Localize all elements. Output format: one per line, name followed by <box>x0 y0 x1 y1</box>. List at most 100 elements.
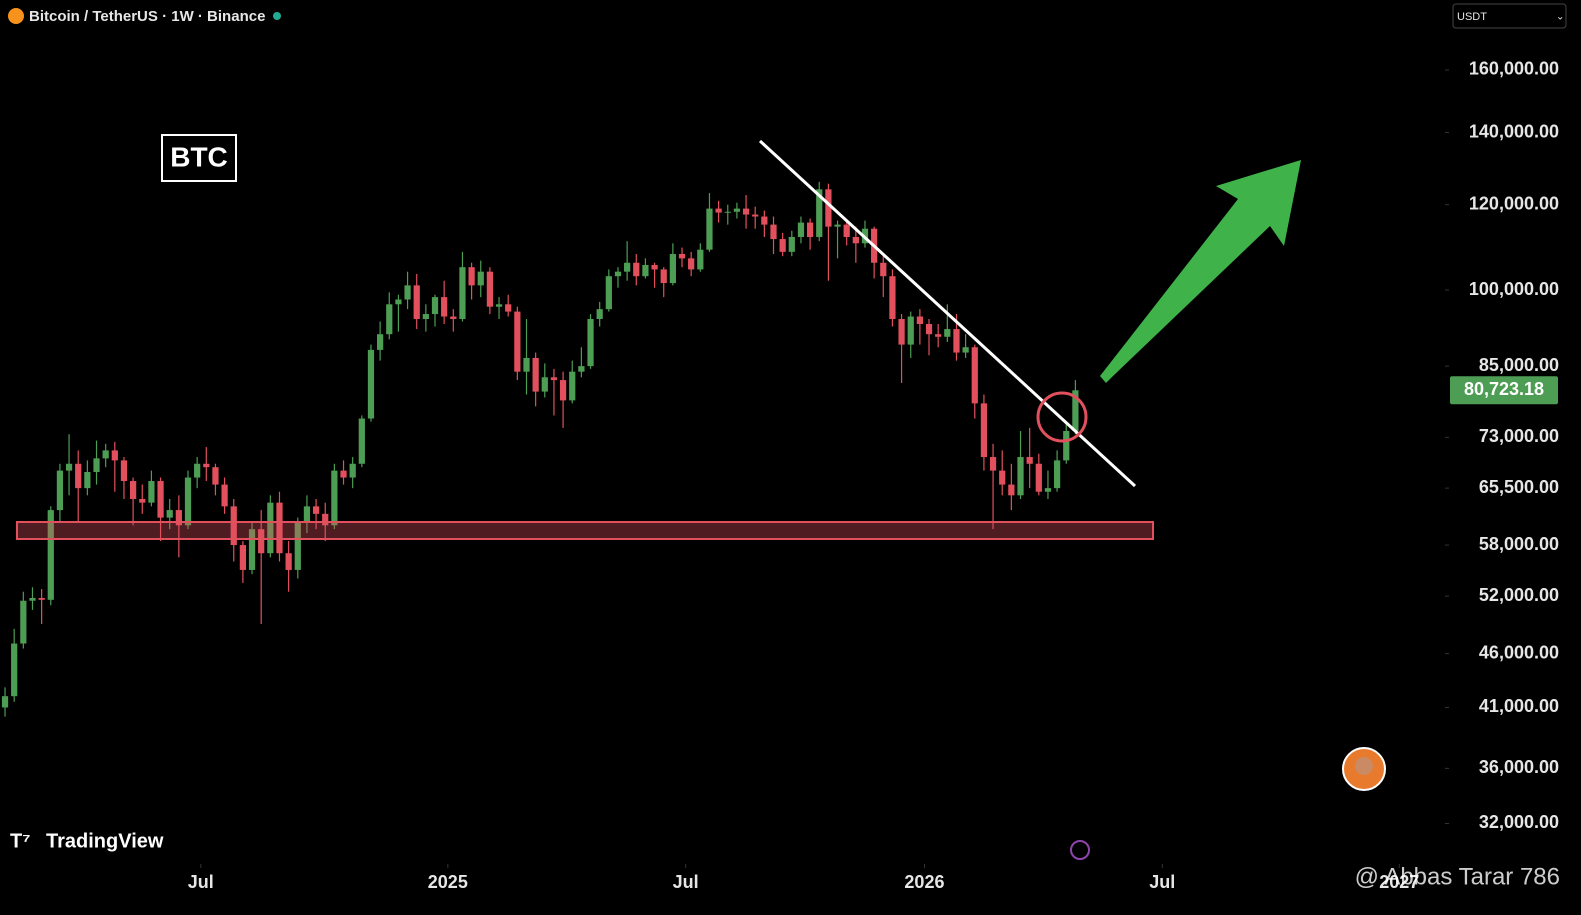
candle-body <box>486 271 494 307</box>
candle-body <box>624 262 631 272</box>
candle-body <box>431 297 439 315</box>
candle-body <box>980 403 988 458</box>
candle-body <box>678 254 686 259</box>
y-tick-label: 36,000.00 <box>1479 757 1559 777</box>
candle-body <box>386 304 393 335</box>
candle-body <box>11 643 18 697</box>
candle-body <box>358 418 365 464</box>
candle-body <box>175 510 182 526</box>
last-price-label: 80,723.18 <box>1464 379 1544 399</box>
x-tick-label: Jul <box>1149 872 1175 892</box>
candle-body <box>962 347 969 353</box>
y-tick-label: 160,000.00 <box>1469 59 1559 79</box>
candle-body <box>93 458 100 472</box>
x-tick-label: 2027 <box>1379 872 1419 892</box>
candle-body <box>258 529 265 554</box>
y-tick-label: 65,500.00 <box>1479 477 1559 497</box>
y-tick-label: 52,000.00 <box>1479 585 1559 605</box>
candle-body <box>276 502 283 554</box>
currency-text: USDT <box>1457 11 1487 23</box>
candle-body <box>56 470 64 511</box>
dropdown-caret: ⌄ <box>1556 12 1564 23</box>
candle-body <box>806 222 814 237</box>
candle-body <box>495 304 503 307</box>
y-tick-label: 46,000.00 <box>1479 642 1559 662</box>
candle-body <box>642 264 649 277</box>
candle-body <box>596 309 603 320</box>
candle-body <box>971 347 978 404</box>
candle-body <box>422 314 429 320</box>
candle-body <box>633 262 640 277</box>
candle-body <box>47 510 54 600</box>
brand-text: TradingView <box>46 830 164 852</box>
watermark: @ Abbas Tarar 786 <box>1355 863 1560 890</box>
up-arrow <box>1100 160 1301 383</box>
candle-body <box>989 457 997 471</box>
y-tick-label: 41,000.00 <box>1479 696 1559 716</box>
flash-icon[interactable] <box>1070 840 1090 860</box>
candle-body <box>395 299 402 305</box>
candle-body <box>1035 463 1042 492</box>
candle-body <box>294 521 301 570</box>
candle-body <box>340 470 347 478</box>
candle-body <box>129 481 137 499</box>
symbol-title: Bitcoin / TetherUS · 1W · Binance <box>29 8 265 25</box>
candle-body <box>84 471 91 489</box>
candle-body <box>587 319 594 367</box>
last-price-box <box>1450 376 1558 405</box>
candle-body <box>230 506 237 546</box>
candle-body <box>752 214 759 217</box>
candle-body <box>889 276 896 320</box>
support-zone <box>16 521 1154 540</box>
candle-body <box>1053 460 1061 489</box>
candle-body <box>1008 484 1015 496</box>
candle-body <box>139 498 146 503</box>
candle-body <box>404 285 411 300</box>
y-tick-label: 140,000.00 <box>1469 121 1559 141</box>
currency-select[interactable] <box>1452 3 1567 29</box>
candle-body <box>505 304 512 312</box>
candle-body <box>816 189 823 237</box>
coin-icon <box>8 8 24 24</box>
candle-body <box>843 224 850 237</box>
candle-body <box>148 481 155 503</box>
candle-body <box>102 450 109 459</box>
candle-body <box>120 460 128 482</box>
candle-body <box>20 600 27 644</box>
candle-body <box>742 208 750 215</box>
x-tick-label: 2025 <box>428 872 468 892</box>
candle-body <box>770 224 777 240</box>
candle-body <box>697 249 704 270</box>
candle-body <box>733 208 741 212</box>
candle-body <box>303 506 311 522</box>
candle-body <box>221 484 228 507</box>
candle-body <box>779 239 786 252</box>
candle-body <box>248 529 256 570</box>
candle-body <box>29 597 36 601</box>
candle-body <box>605 276 612 310</box>
candle-body <box>1063 431 1070 461</box>
candle-body <box>450 316 457 320</box>
candle-body <box>267 502 274 554</box>
candle-body <box>825 189 832 227</box>
candle-body <box>285 553 292 570</box>
candle-body <box>541 377 548 392</box>
candle-body <box>761 216 768 225</box>
candle-body <box>999 470 1006 485</box>
candle-body <box>441 297 448 317</box>
y-tick-label: 120,000.00 <box>1469 193 1559 213</box>
candle-body <box>75 463 82 489</box>
y-tick-label: 73,000.00 <box>1479 426 1559 446</box>
candle-body <box>797 222 805 237</box>
candle-body <box>514 311 521 372</box>
candle-body <box>1026 457 1033 464</box>
candle-body <box>788 236 795 252</box>
candle-body <box>312 506 320 514</box>
candle-body <box>322 513 329 526</box>
annotation-box <box>161 134 237 182</box>
candle-body <box>706 208 713 250</box>
candle-body <box>578 366 585 372</box>
candle-body <box>367 349 375 419</box>
candle-body <box>1017 457 1024 496</box>
candle-body <box>239 545 247 570</box>
